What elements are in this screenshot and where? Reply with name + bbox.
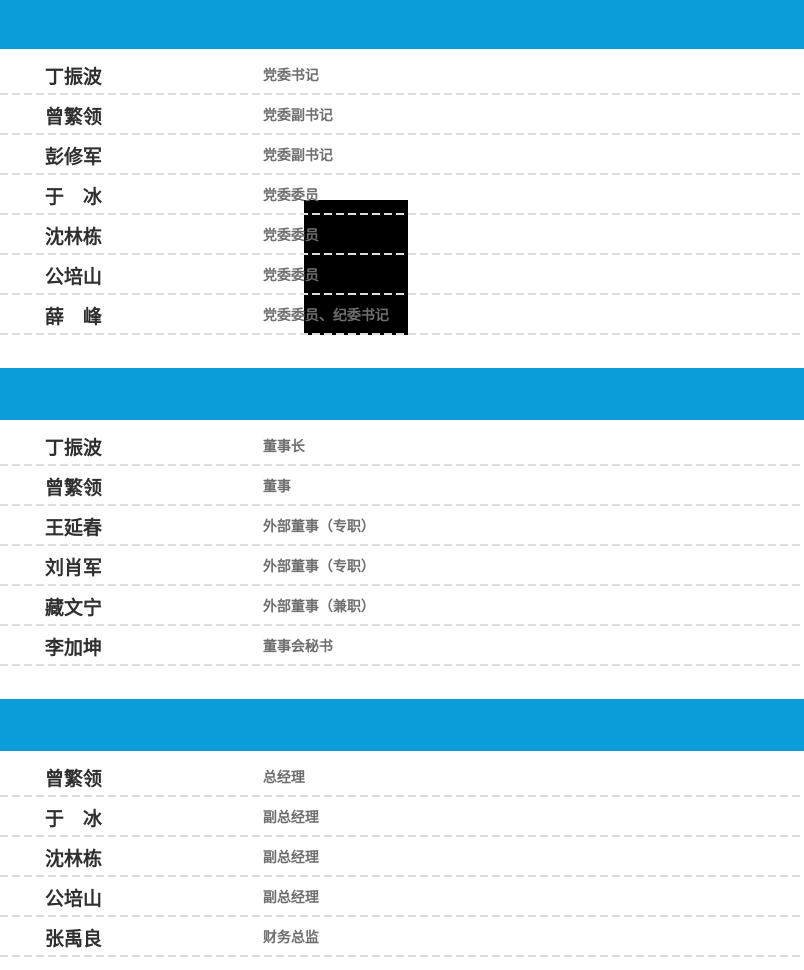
table-row: 曾繁领 党委副书记 <box>0 95 804 135</box>
member-name: 王延春 <box>45 517 103 539</box>
table-row: 于 冰 党委委员 <box>0 175 804 215</box>
table-row: 李加坤 董事会秘书 <box>0 626 804 666</box>
member-title: 总经理 <box>263 769 305 785</box>
member-title: 董事 <box>263 478 291 494</box>
member-name: 刘肖军 <box>45 557 103 579</box>
section-header-bar <box>0 368 804 420</box>
member-name: 丁振波 <box>45 66 103 88</box>
member-name: 张禹良 <box>45 928 103 950</box>
table-row: 公培山 党委委员 <box>0 255 804 295</box>
table-row: 张禹良 财务总监 <box>0 917 804 957</box>
member-name: 李加坤 <box>45 637 103 659</box>
member-title: 外部董事（兼职） <box>263 598 375 614</box>
table-row: 丁振波 董事长 <box>0 426 804 466</box>
section-management: 曾繁领 总经理 于 冰 副总经理 沈林栋 副总经理 公培山 副总经理 张禹良 财… <box>0 699 804 957</box>
member-title: 董事长 <box>263 438 305 454</box>
member-name: 沈林栋 <box>45 226 103 248</box>
member-name: 沈林栋 <box>45 848 103 870</box>
table-row: 于 冰 副总经理 <box>0 797 804 837</box>
table-row: 薛 峰 党委委员、纪委书记 <box>0 295 804 335</box>
table-row: 彭修军 党委副书记 <box>0 135 804 175</box>
table-row: 沈林栋 副总经理 <box>0 837 804 877</box>
member-title: 党委委员、纪委书记 <box>263 307 389 323</box>
table-row: 藏文宁 外部董事（兼职） <box>0 586 804 626</box>
member-name: 曾繁领 <box>45 106 103 128</box>
member-name: 彭修军 <box>45 146 103 168</box>
member-name: 薛 峰 <box>45 306 103 328</box>
member-name: 于 冰 <box>45 186 103 208</box>
table-row: 曾繁领 董事 <box>0 466 804 506</box>
member-title: 财务总监 <box>263 929 319 945</box>
member-title: 副总经理 <box>263 849 319 865</box>
table-row: 刘肖军 外部董事（专职） <box>0 546 804 586</box>
member-title: 外部董事（专职） <box>263 558 375 574</box>
redaction-box <box>304 200 408 335</box>
section-board-of-directors: 丁振波 董事长 曾繁领 董事 王延春 外部董事（专职） 刘肖军 外部董事（专职）… <box>0 368 804 666</box>
member-name: 于 冰 <box>45 808 103 830</box>
member-list: 丁振波 党委书记 曾繁领 党委副书记 彭修军 党委副书记 于 冰 党委委员 沈林… <box>0 49 804 335</box>
member-title: 党委委员 <box>263 227 319 243</box>
section-party-committee: 丁振波 党委书记 曾繁领 党委副书记 彭修军 党委副书记 于 冰 党委委员 沈林… <box>0 0 804 335</box>
table-row: 丁振波 党委书记 <box>0 55 804 95</box>
member-title: 外部董事（专职） <box>263 518 375 534</box>
member-title: 副总经理 <box>263 809 319 825</box>
member-title: 副总经理 <box>263 889 319 905</box>
table-row: 王延春 外部董事（专职） <box>0 506 804 546</box>
member-name: 公培山 <box>45 888 103 910</box>
member-title: 党委委员 <box>263 187 319 203</box>
member-name: 丁振波 <box>45 437 103 459</box>
member-name: 曾繁领 <box>45 768 103 790</box>
member-list: 曾繁领 总经理 于 冰 副总经理 沈林栋 副总经理 公培山 副总经理 张禹良 财… <box>0 751 804 957</box>
table-row: 沈林栋 党委委员 <box>0 215 804 255</box>
member-name: 公培山 <box>45 266 103 288</box>
member-title: 党委书记 <box>263 67 319 83</box>
member-title: 董事会秘书 <box>263 638 333 654</box>
table-row: 公培山 副总经理 <box>0 877 804 917</box>
section-header-bar <box>0 0 804 49</box>
member-title: 党委副书记 <box>263 107 333 123</box>
member-list: 丁振波 董事长 曾繁领 董事 王延春 外部董事（专职） 刘肖军 外部董事（专职）… <box>0 420 804 666</box>
section-header-bar <box>0 699 804 751</box>
member-name: 曾繁领 <box>45 477 103 499</box>
member-title: 党委副书记 <box>263 147 333 163</box>
member-name: 藏文宁 <box>45 597 103 619</box>
table-row: 曾繁领 总经理 <box>0 757 804 797</box>
member-title: 党委委员 <box>263 267 319 283</box>
